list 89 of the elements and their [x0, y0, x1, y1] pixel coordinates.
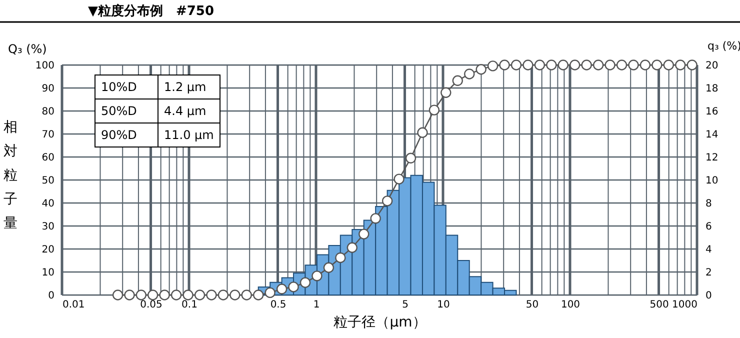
- point: [394, 174, 404, 184]
- point: [640, 60, 651, 70]
- y2-tick-label: 10: [706, 176, 718, 186]
- y-tick-label: 0: [48, 290, 54, 302]
- y-tick-label: 50: [42, 176, 54, 186]
- point: [405, 152, 416, 164]
- point: [159, 290, 170, 300]
- point: [206, 290, 217, 300]
- point: [358, 228, 370, 240]
- y2-tick-label: 6: [706, 222, 712, 232]
- point: [194, 290, 206, 300]
- y-tick-label: 100: [35, 60, 54, 72]
- point: [170, 290, 182, 300]
- y2-tick-label: 2: [706, 268, 712, 278]
- point: [570, 60, 580, 70]
- point: [592, 60, 604, 70]
- x-tick-label: 0.1: [182, 300, 198, 310]
- y2-tick-label: 18: [706, 84, 718, 94]
- point: [499, 60, 510, 70]
- point: [440, 87, 452, 98]
- point: [675, 60, 686, 70]
- x-tick-label: 100: [560, 300, 580, 310]
- point: [323, 262, 334, 273]
- y-axis-title: 相対粒子量: [4, 120, 18, 232]
- x-tick-label: 0.05: [140, 300, 162, 310]
- y2-tick-label: 4: [706, 244, 712, 256]
- point: [546, 60, 557, 70]
- y2-tick-label: 14: [706, 130, 718, 140]
- point: [652, 60, 662, 70]
- x-tick-label: 5: [402, 300, 408, 310]
- point: [241, 290, 252, 300]
- y2-tick-label: 12: [706, 152, 718, 164]
- annotation: 4.4 μm: [164, 104, 206, 118]
- point: [346, 242, 358, 253]
- x-tick-label: 0.5: [270, 300, 286, 310]
- point: [628, 60, 639, 70]
- x-tick-label: 50: [526, 300, 539, 310]
- y2-tick-label: 20: [706, 60, 718, 72]
- y2-tick-label: 8: [706, 198, 712, 210]
- text: Q₃ (%): [8, 42, 47, 56]
- point: [428, 104, 440, 116]
- point: [182, 290, 194, 300]
- point: [558, 60, 568, 70]
- point: [464, 68, 475, 80]
- point: [335, 252, 346, 264]
- point: [487, 60, 498, 72]
- point: [604, 60, 616, 70]
- annotation: 10%D: [101, 80, 137, 94]
- point: [510, 60, 522, 70]
- y-tick-label: 20: [42, 244, 54, 256]
- x-tick-label: 1000: [672, 300, 698, 310]
- point: [476, 64, 486, 75]
- point: [264, 287, 276, 298]
- y-tick-label: 80: [42, 106, 54, 118]
- x-tick-label: 500: [650, 300, 669, 310]
- point: [124, 290, 135, 300]
- annotation: 50%D: [101, 104, 137, 118]
- point: [581, 60, 592, 70]
- x-tick-label: 0.01: [62, 300, 85, 310]
- point: [218, 290, 229, 300]
- point: [253, 290, 264, 300]
- point: [370, 213, 381, 224]
- y-tick-label: 40: [42, 198, 54, 210]
- point: [382, 196, 393, 206]
- x-tick-label: 1: [313, 300, 320, 310]
- annotation: 1.2 μm: [164, 80, 206, 94]
- point: [522, 60, 534, 70]
- point: [534, 60, 546, 70]
- y2-tick-label: 0: [706, 290, 712, 302]
- y-tick-label: 30: [42, 222, 54, 232]
- y-tick-label: 60: [42, 152, 54, 164]
- point: [686, 60, 698, 70]
- x-tick-label: 10: [437, 300, 450, 310]
- point: [230, 290, 240, 300]
- point: [112, 290, 124, 300]
- y-tick-label: 70: [42, 130, 54, 140]
- y-tick-label: 10: [42, 268, 54, 278]
- point: [147, 290, 158, 300]
- point: [663, 60, 674, 70]
- point: [417, 127, 428, 138]
- point: [452, 75, 463, 86]
- annotation: 90%D: [101, 128, 137, 142]
- y2-tick-label: 16: [706, 106, 718, 118]
- annotation: 11.0 μm: [164, 128, 214, 142]
- x-axis-title: 粒子径（μm）: [334, 314, 426, 330]
- point: [136, 290, 146, 300]
- chart-title: ▼粒度分布例 #750: [88, 3, 214, 19]
- point: [616, 60, 628, 70]
- y-tick-label: 90: [42, 84, 54, 94]
